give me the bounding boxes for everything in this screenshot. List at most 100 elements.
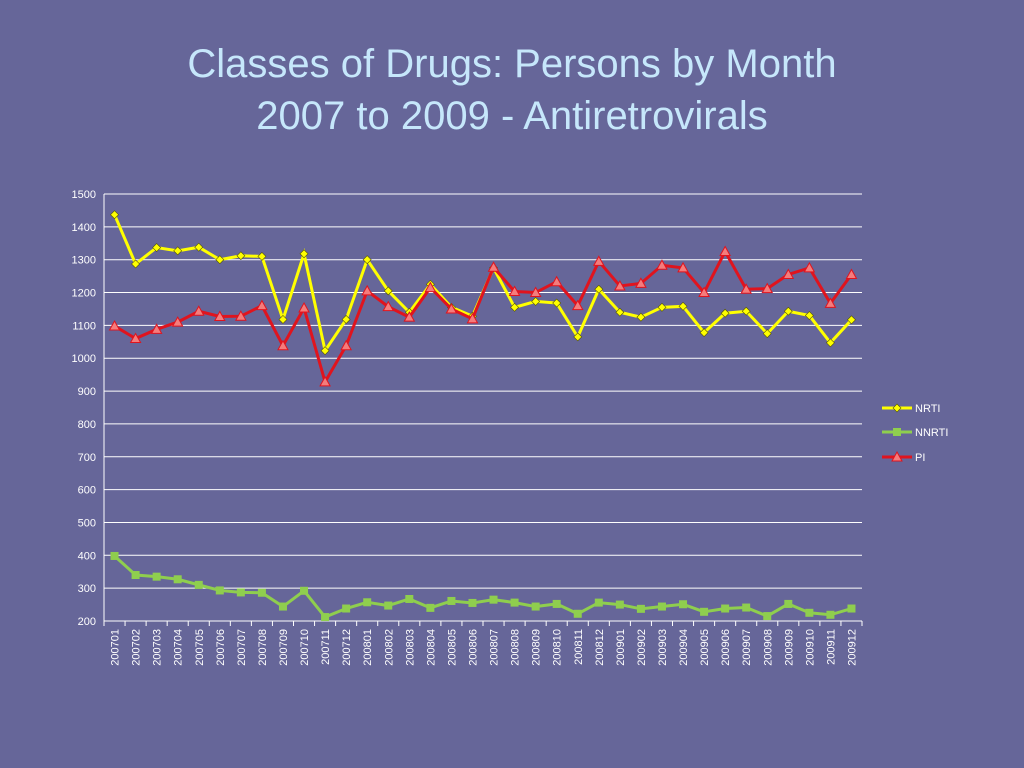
data-point bbox=[510, 598, 519, 607]
data-point bbox=[447, 596, 456, 605]
data-point bbox=[508, 285, 521, 297]
data-point bbox=[698, 286, 710, 298]
x-tick-label: 200811 bbox=[573, 629, 585, 665]
x-tick-label: 200712 bbox=[341, 629, 353, 666]
x-tick-label: 200701 bbox=[110, 629, 122, 666]
chart-title-line1: Classes of Drugs: Persons by Month bbox=[187, 42, 837, 86]
data-point bbox=[824, 297, 837, 308]
data-point bbox=[845, 268, 858, 279]
data-point bbox=[445, 302, 458, 314]
data-point bbox=[762, 329, 772, 339]
data-point bbox=[340, 339, 352, 351]
x-tick-label: 200805 bbox=[446, 629, 458, 666]
data-point bbox=[742, 603, 751, 612]
data-point bbox=[236, 251, 246, 261]
data-point bbox=[636, 604, 645, 613]
data-point bbox=[405, 594, 414, 603]
data-point bbox=[215, 586, 224, 595]
legend-label: PI bbox=[915, 452, 925, 464]
data-point bbox=[677, 261, 689, 273]
data-point bbox=[531, 602, 540, 611]
chart-title: Classes of Drugs: Persons by Month 2007 … bbox=[0, 38, 1024, 142]
x-axis-ticks: 200701 200702 200703 200704 200705 200706 2007… bbox=[103, 621, 863, 666]
data-point bbox=[110, 210, 119, 220]
data-point bbox=[277, 339, 289, 351]
x-tick-label: 200903 bbox=[657, 629, 669, 666]
data-point bbox=[805, 608, 814, 617]
data-point bbox=[320, 346, 330, 356]
data-point bbox=[468, 598, 477, 607]
data-point bbox=[826, 610, 835, 619]
data-point bbox=[426, 603, 435, 612]
x-tick-label: 200806 bbox=[467, 629, 479, 666]
x-tick-label: 200703 bbox=[152, 629, 164, 666]
x-tick-label: 200907 bbox=[741, 629, 753, 666]
series-group bbox=[108, 210, 858, 622]
x-tick-label: 200909 bbox=[783, 629, 795, 666]
data-point bbox=[278, 315, 288, 324]
y-tick-label: 500 bbox=[78, 517, 96, 529]
data-point bbox=[213, 310, 226, 322]
y-tick-label: 700 bbox=[78, 452, 96, 464]
data-point bbox=[257, 588, 266, 597]
data-point bbox=[466, 312, 479, 324]
data-point bbox=[594, 598, 603, 607]
x-tick-label: 200911 bbox=[825, 629, 837, 665]
y-tick-label: 1200 bbox=[72, 288, 96, 300]
legend-item-pi: PI bbox=[882, 450, 925, 464]
legend-label: NNRTI bbox=[915, 427, 948, 439]
data-point bbox=[363, 598, 372, 607]
data-point bbox=[150, 323, 163, 334]
data-point bbox=[592, 255, 605, 266]
data-point bbox=[571, 299, 584, 311]
data-point bbox=[892, 403, 902, 413]
data-point bbox=[342, 604, 351, 613]
data-point bbox=[763, 612, 772, 621]
data-point bbox=[298, 301, 310, 313]
data-point bbox=[891, 450, 903, 462]
data-point bbox=[657, 302, 667, 312]
data-point bbox=[699, 328, 709, 338]
data-point bbox=[636, 312, 646, 322]
x-tick-label: 200803 bbox=[404, 629, 416, 666]
y-tick-label: 1000 bbox=[72, 353, 96, 365]
x-tick-label: 200709 bbox=[278, 629, 290, 666]
data-point bbox=[657, 602, 666, 611]
x-tick-label: 200801 bbox=[362, 629, 374, 666]
data-point bbox=[278, 602, 287, 611]
series-pi bbox=[108, 245, 858, 387]
data-point bbox=[510, 302, 520, 312]
x-tick-label: 200901 bbox=[615, 629, 627, 666]
series-line-pi bbox=[113, 248, 853, 386]
data-point bbox=[761, 282, 774, 294]
data-point bbox=[403, 311, 416, 322]
data-point bbox=[804, 311, 814, 320]
y-axis-ticks: 200 300 400 500 600 700 800 900 1000 1100 1200 1300… bbox=[72, 189, 96, 628]
data-point bbox=[257, 251, 267, 261]
x-tick-label: 200912 bbox=[846, 629, 858, 666]
x-tick-label: 200904 bbox=[678, 629, 690, 666]
data-point bbox=[700, 607, 709, 616]
data-point bbox=[740, 283, 753, 294]
y-tick-label: 600 bbox=[78, 485, 96, 497]
data-point bbox=[550, 275, 563, 287]
y-tick-label: 1300 bbox=[72, 255, 96, 267]
data-point bbox=[615, 600, 624, 609]
data-point bbox=[847, 604, 856, 613]
series-line-nnrti bbox=[113, 554, 852, 619]
data-point bbox=[783, 306, 793, 316]
data-point bbox=[194, 580, 203, 589]
data-point bbox=[173, 246, 183, 256]
legend-label: NRTI bbox=[915, 403, 940, 415]
data-point bbox=[131, 571, 140, 580]
data-point bbox=[173, 575, 182, 584]
data-point bbox=[782, 268, 795, 279]
x-tick-label: 200704 bbox=[173, 629, 185, 666]
data-point bbox=[825, 338, 835, 348]
y-tick-label: 300 bbox=[78, 583, 96, 595]
data-point bbox=[108, 320, 121, 331]
data-point bbox=[382, 300, 395, 312]
legend-item-nnrti: NNRTI bbox=[882, 427, 948, 439]
data-point bbox=[171, 316, 184, 327]
x-tick-label: 200804 bbox=[425, 629, 437, 666]
